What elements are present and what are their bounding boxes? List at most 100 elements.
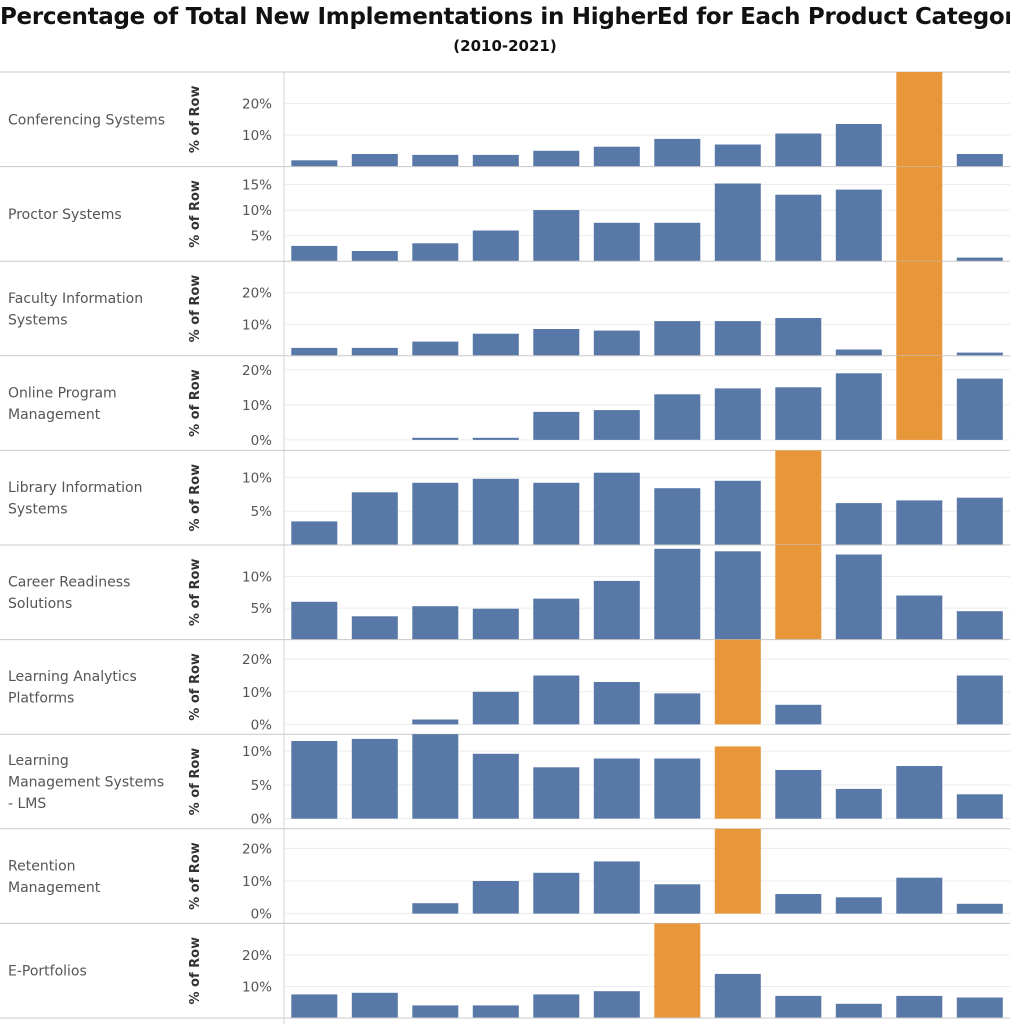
row-category-label: Proctor Systems — [8, 207, 122, 223]
bar — [412, 903, 459, 914]
bar — [593, 580, 640, 640]
bar — [412, 1005, 459, 1018]
y-axis-title: % of Row — [188, 369, 203, 437]
bar — [472, 608, 519, 640]
bar — [956, 794, 1003, 819]
bar — [593, 330, 640, 356]
y-tick-label: 10% — [242, 317, 272, 333]
bar — [835, 788, 882, 819]
y-tick-label: 10% — [242, 874, 272, 890]
bar — [472, 230, 519, 262]
bar — [351, 154, 398, 167]
y-tick-label: 20% — [242, 363, 272, 379]
bar — [654, 488, 701, 545]
y-axis-title: % of Row — [188, 464, 203, 532]
y-tick-label: 5% — [251, 778, 273, 794]
row-category-label: Library Information Systems — [8, 480, 142, 518]
bar — [593, 146, 640, 167]
row-category-label: Conferencing Systems — [8, 112, 165, 128]
bar — [654, 321, 701, 356]
bar — [775, 318, 822, 356]
bar — [412, 606, 459, 640]
bar — [533, 994, 580, 1018]
y-tick-label: 20% — [242, 652, 272, 668]
highlighted-bar — [896, 166, 943, 262]
bar — [533, 767, 580, 819]
bar — [654, 548, 701, 640]
row-category-label: Learning Analytics Platforms — [8, 669, 137, 707]
bar — [533, 482, 580, 545]
y-axis-title: % of Row — [188, 275, 203, 343]
bar — [775, 995, 822, 1018]
bar — [654, 884, 701, 914]
bar — [291, 994, 338, 1018]
bar — [593, 410, 640, 440]
highlighted-bar — [896, 261, 943, 356]
bar — [835, 503, 882, 545]
bar — [593, 991, 640, 1018]
bar — [533, 411, 580, 440]
bar — [533, 210, 580, 262]
bar — [775, 133, 822, 167]
bar — [291, 601, 338, 640]
bar — [472, 753, 519, 819]
y-axis-title: % of Row — [188, 653, 203, 721]
bar — [412, 341, 459, 356]
bar — [654, 394, 701, 440]
y-axis-title: % of Row — [188, 937, 203, 1005]
y-tick-label: 10% — [242, 203, 272, 219]
row-category-label: Faculty Information Systems — [8, 291, 143, 329]
highlighted-bar — [896, 355, 943, 440]
chart-subtitle: (2010-2021) — [453, 37, 557, 55]
bar — [472, 437, 519, 440]
bar — [956, 675, 1003, 725]
y-tick-label: 5% — [251, 601, 273, 617]
bar — [654, 758, 701, 819]
highlighted-bar — [714, 828, 761, 914]
y-axis-title: % of Row — [188, 85, 203, 153]
bar — [593, 861, 640, 914]
bar — [291, 741, 338, 819]
bar — [533, 872, 580, 914]
highlighted-bar — [714, 746, 761, 819]
highlighted-bar — [775, 450, 822, 545]
bar — [835, 554, 882, 640]
y-tick-label: 15% — [242, 178, 272, 194]
y-tick-label: 10% — [242, 685, 272, 701]
bar — [351, 992, 398, 1018]
highlighted-bar — [896, 72, 943, 167]
row-category-label: E-Portfolios — [8, 964, 87, 980]
bar — [956, 378, 1003, 440]
bar — [835, 1003, 882, 1018]
y-tick-label: 10% — [242, 980, 272, 996]
bar — [896, 995, 943, 1018]
y-tick-label: 10% — [242, 570, 272, 586]
row-category-label: Learning Management Systems - LMS — [8, 753, 164, 812]
y-tick-label: 20% — [242, 841, 272, 857]
y-tick-label: 20% — [242, 948, 272, 964]
bar — [351, 251, 398, 262]
bar — [291, 160, 338, 167]
y-axis-title: % of Row — [188, 180, 203, 248]
bar — [775, 770, 822, 819]
bar — [533, 150, 580, 167]
y-tick-label: 10% — [242, 744, 272, 760]
bar — [714, 321, 761, 356]
bar — [412, 154, 459, 167]
chart-title: Percentage of Total New Implementations … — [0, 4, 1010, 30]
bar — [351, 347, 398, 356]
bar — [654, 138, 701, 167]
bar — [714, 973, 761, 1018]
bar — [896, 877, 943, 914]
bar — [593, 222, 640, 262]
bar — [291, 347, 338, 356]
y-tick-label: 20% — [242, 286, 272, 302]
bar — [351, 738, 398, 819]
bar — [896, 766, 943, 819]
bar — [593, 682, 640, 725]
bar — [533, 598, 580, 640]
bar — [956, 154, 1003, 167]
bar — [714, 144, 761, 167]
bar — [472, 1005, 519, 1018]
